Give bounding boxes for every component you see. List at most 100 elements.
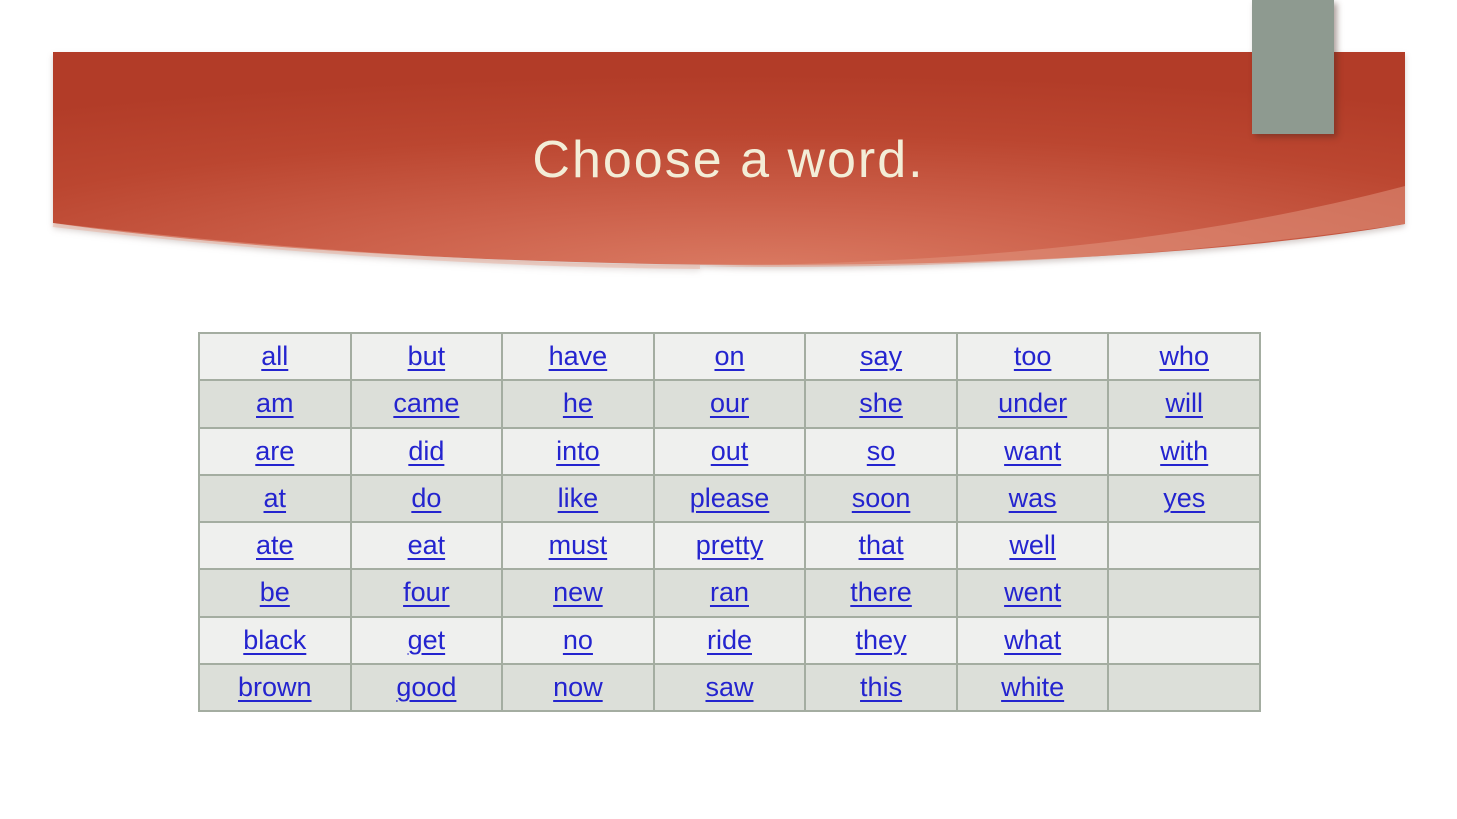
- word-cell: pretty: [654, 523, 805, 569]
- word-link[interactable]: white: [1001, 671, 1065, 702]
- word-cell: are: [200, 428, 350, 474]
- word-link[interactable]: our: [709, 388, 749, 419]
- word-cell: will: [1109, 381, 1259, 427]
- word-link[interactable]: all: [261, 341, 289, 372]
- word-link[interactable]: he: [562, 388, 593, 419]
- word-cell: must: [503, 523, 653, 569]
- word-cell: our: [654, 381, 805, 427]
- word-link[interactable]: must: [548, 530, 608, 561]
- word-link[interactable]: on: [714, 341, 745, 372]
- word-cell: white: [957, 664, 1108, 710]
- word-cell: they: [806, 617, 956, 663]
- word-cell: [1109, 617, 1259, 663]
- word-link[interactable]: are: [255, 435, 295, 466]
- word-cell: this: [806, 664, 956, 710]
- word-link[interactable]: want: [1004, 435, 1062, 466]
- word-link[interactable]: was: [1008, 482, 1057, 513]
- word-link[interactable]: what: [1004, 624, 1062, 655]
- word-link[interactable]: new: [553, 577, 603, 608]
- word-link[interactable]: am: [256, 388, 294, 419]
- word-cell: who: [1109, 334, 1259, 380]
- word-link[interactable]: out: [710, 435, 749, 466]
- word-cell: [1109, 664, 1259, 710]
- word-cell: have: [503, 334, 653, 380]
- word-link[interactable]: they: [855, 624, 907, 655]
- word-link[interactable]: ate: [256, 530, 294, 561]
- word-link[interactable]: soon: [851, 482, 911, 513]
- word-cell: under: [957, 381, 1108, 427]
- word-cell: yes: [1109, 475, 1259, 521]
- word-cell: soon: [806, 475, 956, 521]
- word-cell: get: [351, 617, 502, 663]
- word-link[interactable]: saw: [705, 671, 754, 702]
- word-cell: please: [654, 475, 805, 521]
- word-cell: say: [806, 334, 956, 380]
- word-link[interactable]: brown: [238, 671, 312, 702]
- corner-tab: [1252, 0, 1334, 134]
- slide-title: Choose a word.: [532, 131, 925, 189]
- word-cell: now: [503, 664, 653, 710]
- word-link[interactable]: will: [1165, 388, 1203, 419]
- banner-swoosh: [700, 186, 1405, 267]
- word-link[interactable]: so: [866, 435, 896, 466]
- word-link[interactable]: there: [850, 577, 912, 608]
- word-link[interactable]: four: [403, 577, 450, 608]
- word-link[interactable]: this: [860, 671, 903, 702]
- word-cell: so: [806, 428, 956, 474]
- word-link[interactable]: that: [858, 530, 904, 561]
- word-link[interactable]: came: [393, 388, 460, 419]
- word-link[interactable]: say: [860, 341, 903, 372]
- word-link[interactable]: like: [557, 482, 599, 513]
- word-link[interactable]: please: [689, 482, 770, 513]
- word-link[interactable]: yes: [1163, 482, 1206, 513]
- word-cell: he: [503, 381, 653, 427]
- word-link[interactable]: get: [407, 624, 446, 655]
- word-cell: like: [503, 475, 653, 521]
- word-link[interactable]: but: [407, 341, 446, 372]
- word-cell: [1109, 570, 1259, 616]
- word-link[interactable]: now: [553, 671, 603, 702]
- word-table: all but have on say too who am came he our she under…: [198, 332, 1261, 712]
- word-cell: [1109, 523, 1259, 569]
- word-cell: at: [200, 475, 350, 521]
- word-cell: ate: [200, 523, 350, 569]
- word-cell: new: [503, 570, 653, 616]
- word-cell: ran: [654, 570, 805, 616]
- word-link[interactable]: good: [396, 671, 457, 702]
- word-link[interactable]: well: [1009, 530, 1056, 561]
- banner-edge-highlight: [52, 223, 701, 269]
- word-link[interactable]: no: [562, 624, 593, 655]
- word-link[interactable]: who: [1159, 341, 1209, 372]
- word-link[interactable]: ran: [709, 577, 749, 608]
- word-link[interactable]: into: [556, 435, 600, 466]
- word-link[interactable]: pretty: [695, 530, 764, 561]
- word-link[interactable]: under: [998, 388, 1068, 419]
- word-link[interactable]: at: [263, 482, 287, 513]
- word-cell: well: [957, 523, 1108, 569]
- banner-shape: [53, 52, 1405, 265]
- header-banner-graphic: [52, 52, 1405, 269]
- word-link[interactable]: have: [548, 341, 608, 372]
- word-link[interactable]: with: [1160, 435, 1209, 466]
- word-cell: do: [351, 475, 502, 521]
- word-link[interactable]: do: [411, 482, 442, 513]
- word-link[interactable]: did: [408, 435, 445, 466]
- word-cell: eat: [351, 523, 502, 569]
- word-cell: ride: [654, 617, 805, 663]
- word-cell: into: [503, 428, 653, 474]
- word-link[interactable]: be: [259, 577, 290, 608]
- word-link[interactable]: ride: [706, 624, 752, 655]
- word-link[interactable]: too: [1013, 341, 1052, 372]
- word-cell: want: [957, 428, 1108, 474]
- word-cell: black: [200, 617, 350, 663]
- word-link[interactable]: went: [1004, 577, 1062, 608]
- word-cell: out: [654, 428, 805, 474]
- word-cell: that: [806, 523, 956, 569]
- word-cell: went: [957, 570, 1108, 616]
- word-link[interactable]: eat: [407, 530, 446, 561]
- word-link[interactable]: black: [243, 624, 307, 655]
- word-cell: but: [351, 334, 502, 380]
- word-cell: all: [200, 334, 350, 380]
- word-link[interactable]: she: [859, 388, 903, 419]
- word-cell: there: [806, 570, 956, 616]
